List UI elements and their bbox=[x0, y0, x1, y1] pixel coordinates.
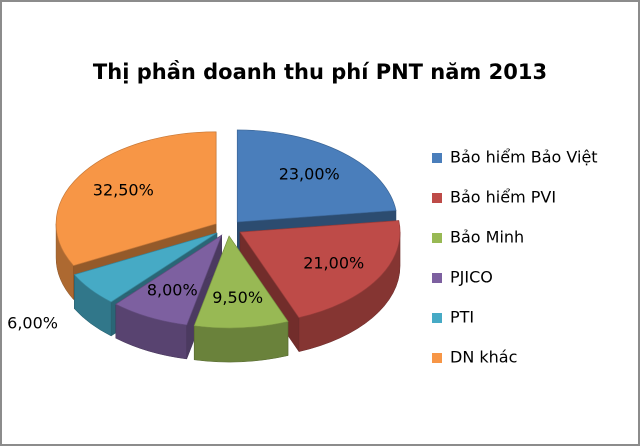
data-label: 6,00% bbox=[7, 314, 58, 333]
data-label: 23,00% bbox=[279, 165, 340, 184]
slice-top bbox=[239, 220, 401, 319]
legend-swatch bbox=[432, 153, 442, 163]
pie-slice bbox=[115, 234, 223, 360]
chart-title: Thị phần doanh thu phí PNT năm 2013 bbox=[93, 60, 547, 84]
legend-label: DN khác bbox=[450, 348, 517, 367]
legend-label: Bảo hiểm PVI bbox=[450, 188, 556, 207]
legend-swatch bbox=[432, 273, 442, 283]
legend-label: Bảo hiểm Bảo Việt bbox=[450, 148, 598, 167]
data-label: 21,00% bbox=[303, 253, 364, 272]
slice-top bbox=[193, 235, 289, 329]
pie-slice bbox=[193, 235, 289, 363]
legend-swatch bbox=[432, 353, 442, 363]
slice-top bbox=[73, 232, 218, 303]
slice-top bbox=[236, 129, 397, 223]
data-label: 8,00% bbox=[147, 280, 198, 299]
data-label: 32,50% bbox=[93, 181, 154, 200]
legend-label: PJICO bbox=[450, 268, 493, 287]
legend-label: PTI bbox=[450, 308, 474, 327]
legend-swatch bbox=[432, 313, 442, 323]
slice-top bbox=[55, 131, 217, 266]
legend-label: Bảo Minh bbox=[450, 228, 524, 247]
slice-top bbox=[115, 234, 223, 326]
data-label: 9,50% bbox=[212, 288, 263, 307]
legend-swatch bbox=[432, 233, 442, 243]
legend-swatch bbox=[432, 193, 442, 203]
